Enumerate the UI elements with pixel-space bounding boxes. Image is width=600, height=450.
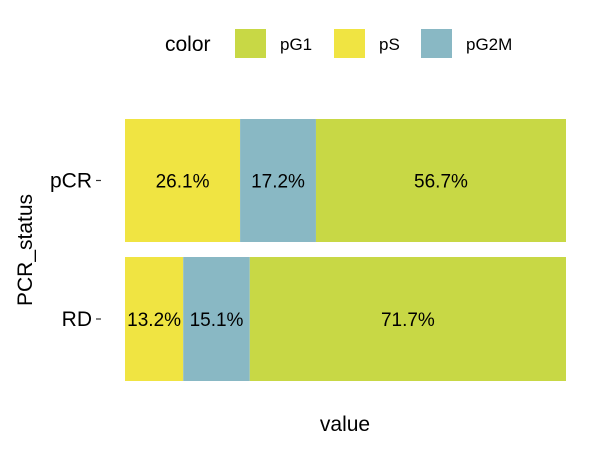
bar-rd-ps (125, 257, 184, 381)
legend-key-pg1 (235, 29, 266, 58)
data-label-pcr-pg1: 56.7% (414, 172, 468, 193)
legend: color pG1 pS pG2M (165, 29, 512, 58)
data-label-rd-pg1: 71.7% (381, 310, 435, 331)
y-tick-label-rd: RD (62, 308, 92, 331)
bar-rd-pg1 (249, 257, 567, 381)
data-labels: 26.1% 17.2% 56.7% 13.2% 15.1% 71.7% (127, 172, 468, 332)
data-label-pcr-ps: 26.1% (156, 172, 210, 193)
legend-label-pg2m: pG2M (466, 35, 512, 54)
legend-key-pg2m (421, 29, 452, 58)
data-label-rd-pg2m: 15.1% (190, 310, 244, 331)
y-axis: pCR RD (50, 170, 101, 331)
legend-label-pg1: pG1 (280, 35, 312, 54)
plot-area (125, 119, 567, 381)
bar-pcr-ps (125, 119, 241, 242)
data-label-pcr-pg2m: 17.2% (251, 172, 305, 193)
x-axis-title: value (320, 413, 370, 436)
legend-label-ps: pS (379, 35, 400, 54)
y-axis-title: PCR_status (14, 194, 37, 306)
bar-rd-pg2m (183, 257, 250, 381)
legend-key-ps (334, 29, 365, 58)
bar-pcr-pg1 (315, 119, 566, 242)
y-tick-label-pcr: pCR (50, 170, 92, 193)
bar-pcr-pg2m (240, 119, 316, 242)
data-label-rd-ps: 13.2% (127, 310, 181, 331)
legend-title: color (165, 33, 211, 56)
